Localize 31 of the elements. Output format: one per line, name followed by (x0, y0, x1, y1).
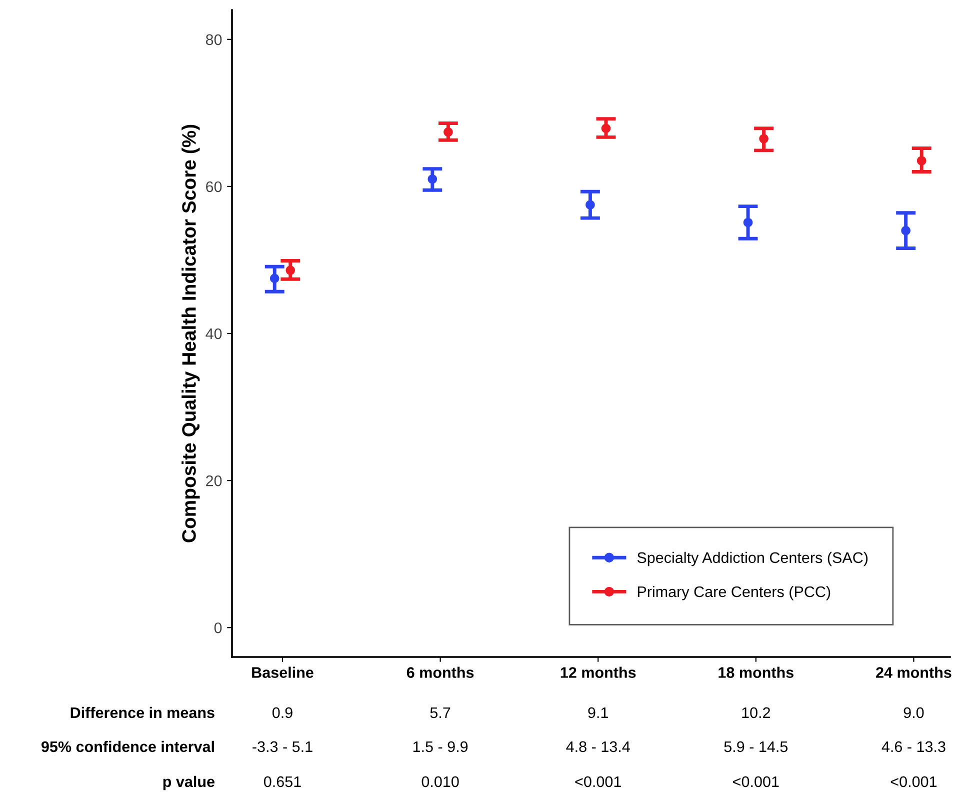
legend-label: Specialty Addiction Centers (SAC) (637, 552, 868, 566)
y-axis-title: Composite Quality Health Indicator Score (%) (182, 124, 200, 542)
text: 9.1 (588, 707, 608, 718)
legend-label: Primary Care Centers (PCC) (638, 586, 830, 600)
text: 0.010 (422, 776, 459, 788)
text: p value (163, 776, 214, 790)
text: Difference in means (70, 706, 214, 718)
y-tick-label: 40 (206, 328, 222, 340)
x-tick-label: 6 months (406, 666, 474, 678)
y-tick-label: 60 (206, 181, 222, 192)
text: 4.6 - 13.3 (882, 741, 946, 752)
text: 5.9 - 14.5 (724, 741, 788, 752)
y-tick-label: 0 (214, 622, 222, 634)
text: 5.7 (430, 707, 450, 718)
x-tick-label: 24 months (876, 666, 952, 678)
y-tick-label: 20 (206, 475, 222, 486)
text: 95% confidence interval (41, 740, 214, 752)
text: 10.2 (742, 707, 770, 718)
x-tick-label: 18 months (718, 666, 794, 678)
text: 0.9 (272, 707, 292, 718)
x-tick-label: Baseline (252, 666, 314, 678)
text: <0.001 (575, 776, 621, 788)
text: 0.651 (264, 776, 301, 788)
text: <0.001 (733, 776, 779, 788)
text: -3.3 - 5.1 (252, 741, 312, 752)
x-tick-label: 12 months (560, 666, 636, 678)
text: <0.001 (890, 776, 937, 788)
text: 1.5 - 9.9 (413, 741, 468, 752)
text: 4.8 - 13.4 (566, 741, 630, 752)
y-tick-label: 80 (206, 34, 222, 46)
text: 9.0 (904, 707, 924, 718)
